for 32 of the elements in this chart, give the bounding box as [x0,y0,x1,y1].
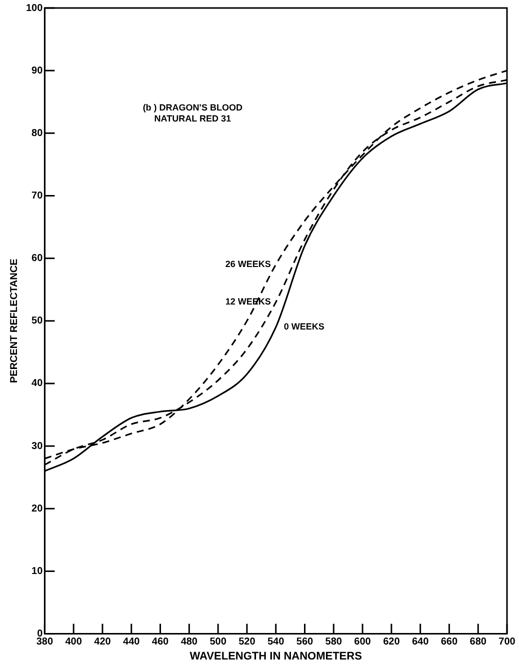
series-label: 26 WEEKS [225,259,271,270]
y-tick-label: 60 [32,253,44,264]
x-tick-label: 440 [123,636,140,648]
y-tick-label: 40 [32,378,44,390]
y-tick-label: 20 [32,503,44,514]
y-tick-label: 80 [32,128,44,139]
y-tick-label: 100 [26,2,44,14]
x-tick-label: 640 [412,636,430,648]
x-tick-label: 380 [36,636,54,648]
x-tick-label: 400 [65,636,82,648]
x-tick-label: 580 [325,636,342,648]
annotation: (b ) DRAGON'S BLOOD NATURAL RED 31 [142,102,243,124]
x-tick-label: 560 [296,636,314,648]
x-tick-label: 600 [354,636,372,648]
x-tick-label: 660 [440,636,458,648]
y-axis-title: PERCENT REFLECTANCE [8,258,20,384]
x-tick-label: 620 [383,636,400,648]
x-tick-label: 680 [470,636,487,648]
x-tick-label: 500 [210,636,227,648]
series-label: 0 WEEKS [284,322,324,332]
x-tick-label: 520 [238,636,256,648]
x-tick-label: 460 [152,636,170,648]
x-tick-label: 420 [94,636,112,648]
x-tick-label: 700 [498,636,516,648]
x-tick-label: 540 [268,636,285,648]
y-tick-label: 90 [32,65,44,76]
y-tick-label: 50 [32,316,44,327]
y-tick-label: 70 [32,190,44,202]
x-axis-title: WAVELENGTH IN NANOMETERS [190,650,362,662]
y-tick-label: 30 [32,440,44,452]
y-tick-label: 10 [32,566,44,577]
x-tick-label: 480 [180,636,198,648]
